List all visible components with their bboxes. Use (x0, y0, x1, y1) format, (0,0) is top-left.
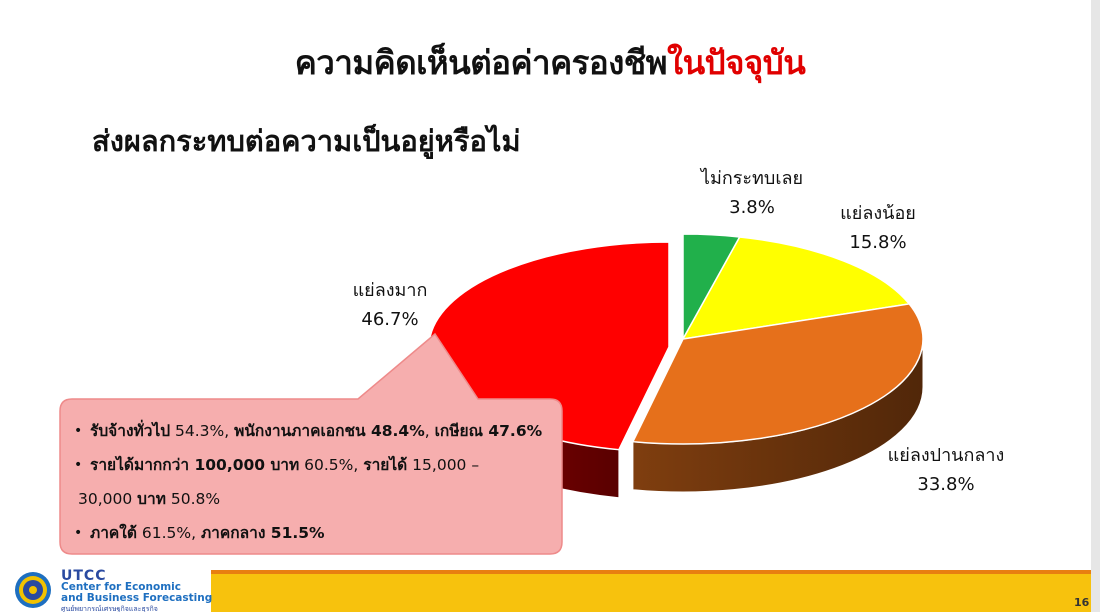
slide-edge (1091, 0, 1100, 612)
logo-name: UTCC (61, 568, 107, 584)
slice-value-label: 46.7% (361, 309, 418, 330)
bullet-icon: • (74, 457, 83, 473)
pie-slice (681, 236, 911, 340)
callout-item-occupation: • รับจ้างทั่วไป 54.3%, พนักงานภาคเอกชน 48… (74, 414, 556, 448)
callout-box: • รับจ้างทั่วไป 54.3%, พนักงานภาคเอกชน 48… (74, 414, 556, 550)
logo-thai-name: ศูนย์พยากรณ์เศรษฐกิจและธุรกิจ (61, 605, 158, 612)
slice-label: แย่ลงมาก (353, 280, 428, 301)
title-main: ความคิดเห็นต่อค่าครองชีพ (294, 43, 668, 82)
page-title: ความคิดเห็นต่อค่าครองชีพในปัจจุบัน (0, 36, 1100, 89)
utcc-logo-icon (15, 572, 51, 608)
slice-label: ไม่กระทบเลย (699, 167, 803, 189)
callout-item-income-cont: 30,000 บาท 50.8% (78, 490, 221, 508)
title-highlight: ในปัจจุบัน (666, 43, 806, 82)
slice-value-label: 33.8% (917, 474, 974, 495)
chart-subtitle: ส่งผลกระทบต่อความเป็นอยู่หรือไม่ (92, 124, 521, 158)
bullet-icon: • (74, 423, 83, 439)
callout-item-region: • ภาคใต้ 61.5%, ภาคกลาง 51.5% (74, 516, 556, 550)
pie-slice (631, 303, 924, 445)
slice-value-label: 3.8% (729, 197, 775, 218)
slice-label: แย่ลงปานกลาง (888, 445, 1005, 466)
logo-subtitle: Center for Economic and Business Forecast… (61, 581, 213, 604)
callout-shape (59, 332, 563, 555)
slice-label: แย่ลงน้อย (840, 203, 916, 224)
bullet-icon: • (74, 525, 83, 541)
footer-bar (211, 570, 1091, 612)
slice-value-label: 15.8% (849, 232, 906, 253)
callout-item-income: • รายได้มากกว่า 100,000 บาท 60.5%, รายได้… (74, 448, 556, 482)
page-number: 16 (1074, 596, 1090, 609)
